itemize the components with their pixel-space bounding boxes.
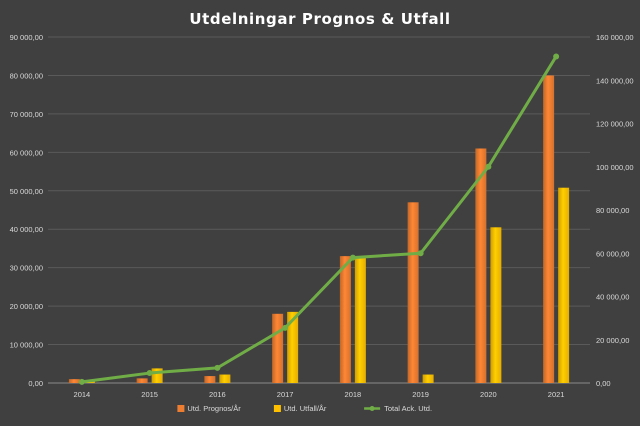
- bar-prognos-2019[interactable]: [407, 202, 419, 383]
- bar-utfall-2019[interactable]: [422, 374, 434, 383]
- line-point-2020[interactable]: [485, 163, 492, 170]
- y-left-tick-label: 10 000,00: [10, 341, 43, 350]
- bar-prognos-2015[interactable]: [136, 378, 148, 383]
- x-tick-label: 2018: [345, 390, 362, 399]
- x-tick-label: 2021: [548, 390, 565, 399]
- y-left-tick-label: 40 000,00: [10, 225, 43, 234]
- x-tick-label: 2015: [141, 390, 158, 399]
- line-point-2017[interactable]: [282, 324, 289, 331]
- y-left-tick-label: 60 000,00: [10, 148, 43, 157]
- x-axis-labels: 2014 2015 2016 2017 2018 2019 2020 2021: [74, 390, 565, 399]
- legend-swatch: [273, 405, 281, 412]
- x-tick-label: 2016: [209, 390, 226, 399]
- y-right-tick-label: 20 000,00: [596, 336, 629, 345]
- y-right-tick-label: 60 000,00: [596, 249, 629, 258]
- line-total-ack[interactable]: [81, 55, 558, 384]
- bar-utfall-2018[interactable]: [354, 256, 366, 383]
- legend-label: Utd. Utfall/År: [284, 404, 327, 413]
- y-left-tick-label: 80 000,00: [10, 71, 43, 80]
- y-left-tick-label: 0,00: [28, 379, 43, 388]
- bar-utfall-2015[interactable]: [151, 368, 163, 383]
- legend-item[interactable]: Utd. Prognos/År: [177, 404, 241, 413]
- y-left-tick-label: 90 000,00: [10, 33, 43, 42]
- y-left-tick-label: 50 000,00: [10, 187, 43, 196]
- y-right-tick-label: 0,00: [596, 379, 611, 388]
- line-point-2019[interactable]: [417, 250, 424, 257]
- bar-utfall-2021[interactable]: [558, 187, 570, 383]
- line-point-2018[interactable]: [349, 254, 356, 261]
- y-right-tick-label: 160 000,00: [596, 33, 634, 42]
- bars: [68, 75, 570, 383]
- bar-prognos-2021[interactable]: [543, 75, 555, 383]
- y-left-tick-label: 20 000,00: [10, 302, 43, 311]
- bar-utfall-2017[interactable]: [287, 311, 299, 383]
- right-axis-ticks: 0,00 20 000,00 40 000,00 60 000,00 80 000,00…: [596, 33, 634, 388]
- y-left-tick-label: 70 000,00: [10, 110, 43, 119]
- line-point-2015[interactable]: [146, 370, 153, 377]
- bar-prognos-2018[interactable]: [339, 256, 351, 383]
- bar-prognos-2016[interactable]: [204, 376, 216, 383]
- y-right-tick-label: 80 000,00: [596, 206, 629, 215]
- gridlines: [48, 36, 590, 384]
- legend-item[interactable]: Total Ack. Utd.: [364, 404, 432, 413]
- x-tick-label: 2019: [412, 390, 429, 399]
- bar-prognos-2017[interactable]: [272, 313, 284, 383]
- bar-prognos-2020[interactable]: [475, 148, 487, 383]
- y-left-tick-label: 30 000,00: [10, 264, 43, 273]
- legend[interactable]: Utd. Prognos/År Utd. Utfall/År Total Ack. …: [177, 404, 432, 413]
- line-series: [78, 53, 560, 385]
- legend-swatch: [177, 405, 185, 412]
- legend-label: Total Ack. Utd.: [384, 404, 432, 413]
- chart-title: Utdelningar Prognos & Utfall: [189, 10, 450, 28]
- bar-prognos-2014[interactable]: [68, 379, 80, 383]
- x-tick-label: 2020: [480, 390, 497, 399]
- left-axis-ticks: 0,00 10 000,00 20 000,00 30 000,00 40 000,00…: [10, 33, 43, 388]
- y-right-tick-label: 40 000,00: [596, 293, 629, 302]
- legend-item[interactable]: Utd. Utfall/År: [273, 404, 327, 413]
- bar-utfall-2016[interactable]: [219, 374, 231, 383]
- line-point-2021[interactable]: [553, 53, 560, 60]
- bar-utfall-2020[interactable]: [490, 227, 502, 383]
- line-point-2016[interactable]: [214, 364, 221, 371]
- legend-label: Utd. Prognos/År: [187, 404, 241, 413]
- y-right-tick-label: 120 000,00: [596, 120, 634, 129]
- x-tick-label: 2014: [74, 390, 91, 399]
- y-right-tick-label: 100 000,00: [596, 163, 634, 172]
- y-right-tick-label: 140 000,00: [596, 76, 634, 85]
- x-tick-label: 2017: [277, 390, 294, 399]
- line-point-2014[interactable]: [78, 378, 85, 385]
- legend-marker: [369, 406, 375, 411]
